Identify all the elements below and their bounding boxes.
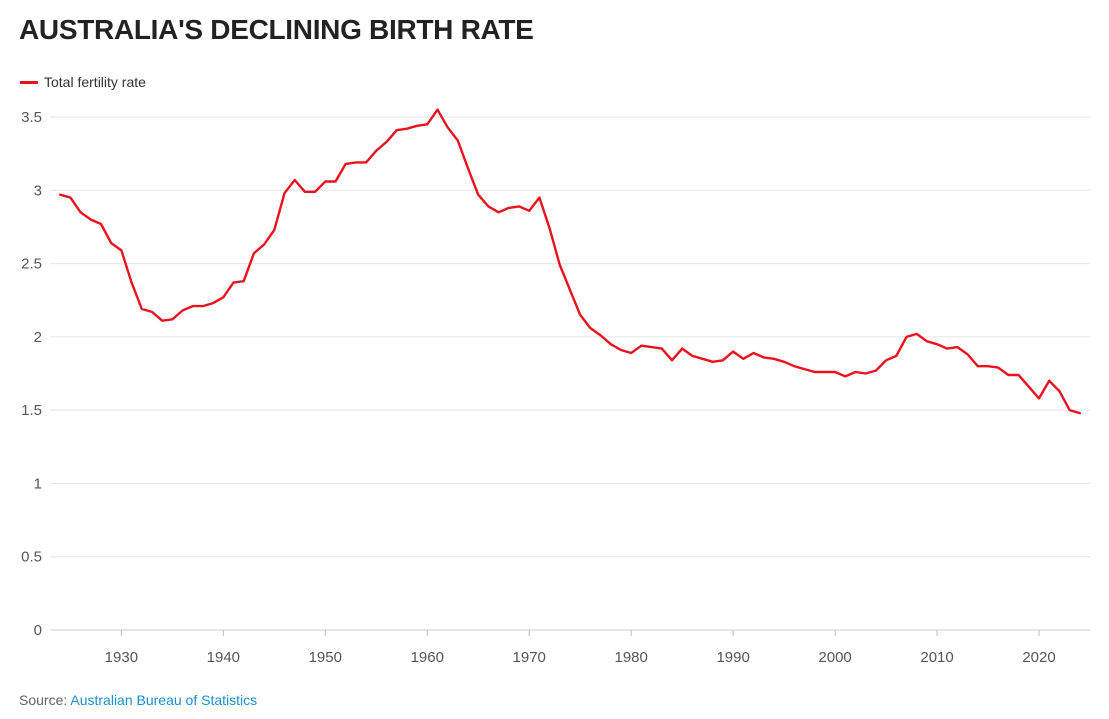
x-tick-label: 1990 bbox=[716, 649, 749, 666]
y-tick-label: 2 bbox=[34, 329, 42, 346]
legend: Total fertility rate bbox=[20, 74, 146, 90]
legend-swatch bbox=[20, 80, 38, 84]
y-tick-label: 3.5 bbox=[21, 109, 42, 126]
source-note: Source: Australian Bureau of Statistics bbox=[19, 692, 257, 708]
y-tick-label: 3 bbox=[34, 182, 42, 199]
legend-label: Total fertility rate bbox=[44, 74, 146, 90]
source-label: Source: bbox=[19, 692, 68, 708]
series-layer bbox=[59, 108, 1082, 415]
y-tick-label: 2.5 bbox=[21, 256, 42, 273]
series-line-total-fertility-rate bbox=[59, 108, 1082, 415]
y-tick-label: 1.5 bbox=[21, 402, 42, 419]
x-tick-label: 1930 bbox=[105, 649, 138, 666]
y-tick-label: 0.5 bbox=[21, 549, 42, 566]
x-tick-label: 2010 bbox=[920, 649, 953, 666]
x-tick-label: 1940 bbox=[207, 649, 240, 666]
y-tick-label: 1 bbox=[34, 475, 42, 492]
source-link[interactable]: Australian Bureau of Statistics bbox=[70, 692, 258, 708]
x-tick-label: 2020 bbox=[1022, 649, 1055, 666]
x-tick-label: 1950 bbox=[309, 649, 342, 666]
chart-title: AUSTRALIA'S DECLINING BIRTH RATE bbox=[19, 14, 534, 45]
x-tick-label: 1970 bbox=[513, 649, 546, 666]
x-tick-label: 1980 bbox=[614, 649, 647, 666]
axis-layer: 0 0.5 1 1.5 2 2.5 3 3.5 1930 1940 1950 1960 1970 1980… bbox=[21, 109, 1056, 666]
y-tick-label: 0 bbox=[34, 622, 42, 639]
grid-layer bbox=[50, 116, 1090, 631]
x-tick-label: 1960 bbox=[411, 649, 444, 666]
x-tick-label: 2000 bbox=[818, 649, 851, 666]
